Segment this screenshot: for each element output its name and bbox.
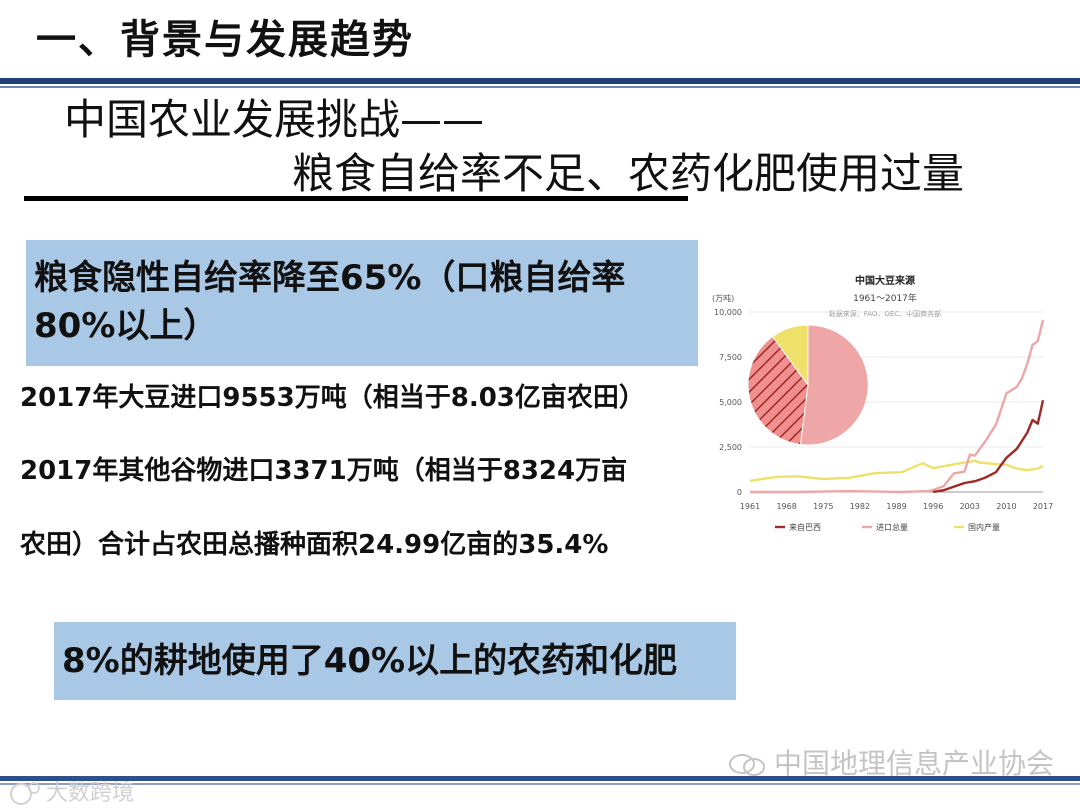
chart-pie-slice [772, 324, 809, 387]
chart-x-tick-label: 1975 [813, 502, 833, 511]
watermark-text: 中国地理信息产业协会 [774, 747, 1055, 780]
heading-underline [24, 196, 688, 201]
chart-legend-label: 国内产量 [968, 522, 1000, 532]
paragraph-grain-imports: 2017年其他谷物进口3371万吨（相当于8324万亩 [20, 456, 628, 486]
slide-heading-line-2: 粮食自给率不足、农药化肥使用过量 [292, 149, 965, 198]
highlight-box-text: 粮食隐性自给率降至65%（口粮自给率80%以上） [34, 258, 626, 346]
header-rule [0, 78, 1080, 84]
paragraph-grain-imports-cont: 农田）合计占农田总播种面积24.99亿亩的35.4% [20, 530, 609, 560]
highlight-box-self-sufficiency: 粮食隐性自给率降至65%（口粮自给率80%以上） [26, 240, 698, 366]
chart-x-tick-label: 2003 [960, 502, 980, 511]
corner-logo-icon [10, 782, 40, 805]
chart-x-tick-label: 1989 [886, 502, 906, 511]
chart-pie-slice [747, 335, 809, 446]
chart-series-line [749, 459, 1044, 482]
chart-pie-slice [799, 324, 869, 446]
footer-rule [0, 776, 1080, 781]
chart-y-tick-label: 7,500 [719, 353, 742, 362]
chart-legend-label: 进口总量 [876, 522, 908, 532]
chart-x-tick-label: 1982 [850, 502, 870, 511]
corner-watermark-text: 大数跨境 [46, 781, 135, 806]
chart-x-tick-label: 2010 [996, 502, 1016, 511]
chart-x-tick-label: 2017 [1033, 502, 1053, 511]
chart-x-tick-label: 1961 [740, 502, 760, 511]
chart-source: 数据来源：FAO、OEC、中国商务部 [829, 309, 941, 318]
footer-rule-thin [0, 783, 1080, 785]
chart-title: 中国大豆来源 [855, 274, 915, 287]
chart-y-tick-label: 5,000 [719, 398, 742, 407]
chart-y-unit: (万吨) [712, 293, 734, 303]
chart-subtitle: 1961～2017年 [853, 292, 917, 304]
chart-x-tick-label: 1968 [776, 502, 796, 511]
highlight-box-text: 8%的耕地使用了40%以上的农药和化肥 [62, 641, 678, 681]
chart-y-tick-label: 2,500 [719, 443, 742, 452]
wechat-icon [729, 754, 765, 776]
chart-series-line [932, 399, 1045, 494]
highlight-box-pesticides: 8%的耕地使用了40%以上的农药和化肥 [54, 622, 736, 700]
chart-y-tick-label: 0 [737, 488, 742, 497]
chart-series-line [750, 319, 1045, 494]
slide-heading-line-1: 中国农业发展挑战—— [64, 95, 485, 144]
chart-x-tick-label: 1996 [923, 502, 943, 511]
chart-y-tick-label: 10,000 [714, 308, 742, 317]
header-rule-thin [0, 86, 1080, 88]
chart-legend-label: 来自巴西 [789, 522, 821, 532]
paragraph-soybean-imports: 2017年大豆进口9553万吨（相当于8.03亿亩农田） [20, 383, 645, 413]
section-title: 一、背景与发展趋势 [36, 17, 414, 63]
